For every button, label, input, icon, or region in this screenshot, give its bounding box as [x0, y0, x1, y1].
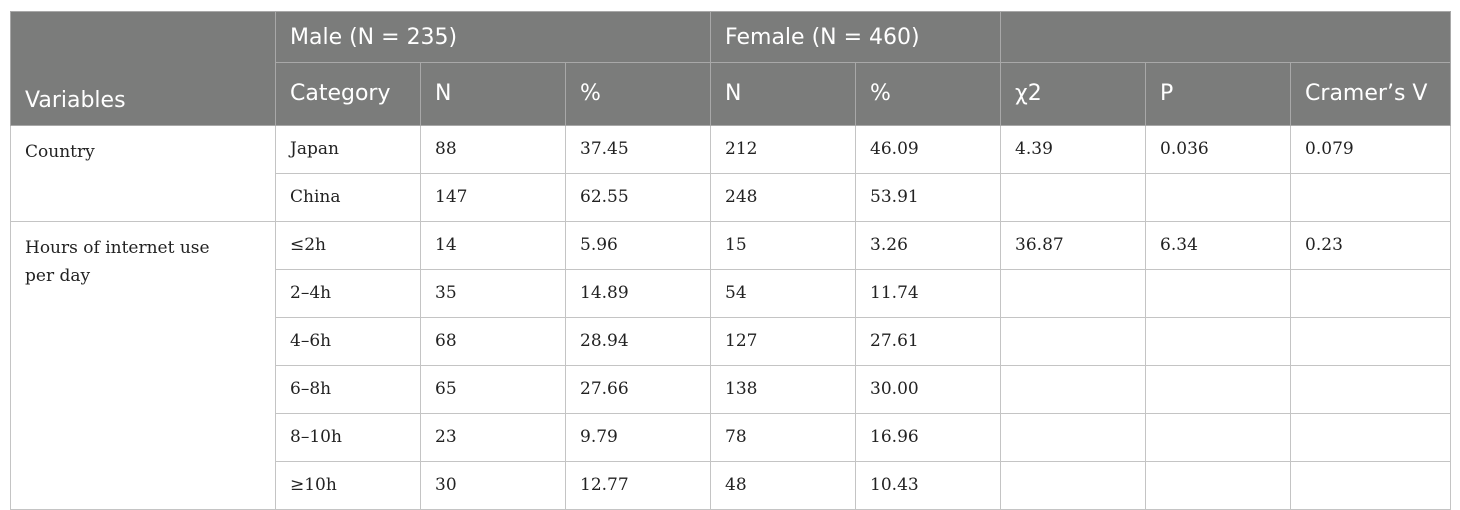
- p-cell: [1145, 412, 1292, 462]
- table-row: 6–8h 65 27.66 138 30.00: [11, 364, 1452, 414]
- female-pct-cell: 27.61: [855, 316, 1002, 366]
- header-row-bottom: Variables Category N % N % χ2 P Cramer’s…: [10, 62, 1452, 126]
- female-pct-cell: 3.26: [855, 220, 1002, 270]
- male-pct-cell: 62.55: [564, 172, 712, 222]
- table-row: 4–6h 68 28.94 127 27.61: [11, 316, 1452, 366]
- header-category: Category: [275, 62, 421, 126]
- chi2-cell: [1000, 316, 1147, 366]
- header-cramers-v: Cramer’s V: [1290, 62, 1452, 126]
- female-n-cell: 54: [710, 268, 857, 318]
- cramers-v-cell: [1290, 268, 1452, 318]
- female-pct-cell: 53.91: [855, 172, 1002, 222]
- table-body: Country Japan 88 37.45 212 46.09 4.39 0.…: [10, 124, 1452, 510]
- header-row-top: Male (N = 235) Female (N = 460): [10, 11, 1452, 63]
- p-cell: [1145, 460, 1292, 510]
- cramers-v-cell: 0.079: [1290, 124, 1452, 174]
- p-cell: [1145, 268, 1292, 318]
- chi2-cell: 4.39: [1000, 124, 1147, 174]
- table-row: Country Japan 88 37.45 212 46.09 4.39 0.…: [10, 124, 1452, 222]
- variable-label: Hours of internet use per day: [25, 237, 210, 286]
- male-n-cell: 147: [420, 172, 566, 222]
- variable-cell-internet-hours: Hours of internet use per day: [10, 220, 276, 510]
- female-pct-cell: 10.43: [855, 460, 1002, 510]
- male-n-cell: 35: [420, 268, 566, 318]
- table-row: Hours of internet use per day ≤2h 14 5.9…: [10, 220, 1452, 510]
- header-male-group: Male (N = 235): [274, 11, 712, 63]
- male-pct-cell: 28.94: [564, 316, 712, 366]
- chi2-cell: 36.87: [1000, 220, 1147, 270]
- female-n-cell: 78: [710, 412, 857, 462]
- header-blank-stats: [1000, 11, 1452, 63]
- header-variables: Variables: [10, 62, 276, 126]
- female-n-cell: 138: [710, 364, 857, 414]
- cramers-v-cell: [1290, 316, 1452, 366]
- chi2-cell: [1000, 268, 1147, 318]
- chi2-cell: [1000, 172, 1147, 222]
- cramers-v-cell: [1290, 412, 1452, 462]
- header-female-n: N: [710, 62, 857, 126]
- header-male-pct: %: [564, 62, 712, 126]
- male-pct-cell: 9.79: [564, 412, 712, 462]
- female-pct-cell: 11.74: [855, 268, 1002, 318]
- table-row: China 147 62.55 248 53.91: [11, 172, 1452, 222]
- cramers-v-cell: [1290, 172, 1452, 222]
- chi2-cell: [1000, 364, 1147, 414]
- variable-cell-country: Country: [10, 124, 276, 222]
- female-n-cell: 212: [710, 124, 857, 174]
- p-cell: 0.036: [1145, 124, 1292, 174]
- table-header: Male (N = 235) Female (N = 460) Variable…: [10, 11, 1452, 126]
- male-n-cell: 14: [420, 220, 566, 270]
- male-pct-cell: 37.45: [564, 124, 712, 174]
- female-n-cell: 248: [710, 172, 857, 222]
- p-cell: [1145, 172, 1292, 222]
- header-female-pct: %: [855, 62, 1002, 126]
- category-cell: 4–6h: [275, 316, 421, 366]
- cramers-v-cell: [1290, 364, 1452, 414]
- header-female-group: Female (N = 460): [710, 11, 1002, 63]
- header-male-n: N: [420, 62, 566, 126]
- chi2-cell: [1000, 460, 1147, 510]
- data-table: Male (N = 235) Female (N = 460) Variable…: [10, 11, 1452, 510]
- header-p: P: [1145, 62, 1292, 126]
- male-pct-cell: 14.89: [564, 268, 712, 318]
- p-cell: [1145, 316, 1292, 366]
- male-n-cell: 65: [420, 364, 566, 414]
- header-blank-variables: [10, 11, 276, 63]
- female-n-cell: 15: [710, 220, 857, 270]
- category-cell: 8–10h: [275, 412, 421, 462]
- header-chi2: χ2: [1000, 62, 1147, 126]
- male-pct-cell: 27.66: [564, 364, 712, 414]
- table-row: 2–4h 35 14.89 54 11.74: [11, 268, 1452, 318]
- chi2-cell: [1000, 412, 1147, 462]
- table-row: 8–10h 23 9.79 78 16.96: [11, 412, 1452, 462]
- category-cell: ≥10h: [275, 460, 421, 510]
- category-cell: China: [275, 172, 421, 222]
- male-pct-cell: 12.77: [564, 460, 712, 510]
- category-cell: Japan: [275, 124, 421, 174]
- category-cell: 2–4h: [275, 268, 421, 318]
- female-n-cell: 127: [710, 316, 857, 366]
- variable-label: Country: [25, 141, 95, 162]
- category-cell: 6–8h: [275, 364, 421, 414]
- male-n-cell: 88: [420, 124, 566, 174]
- cramers-v-cell: [1290, 460, 1452, 510]
- female-pct-cell: 30.00: [855, 364, 1002, 414]
- p-cell: 6.34: [1145, 220, 1292, 270]
- male-pct-cell: 5.96: [564, 220, 712, 270]
- female-pct-cell: 46.09: [855, 124, 1002, 174]
- male-n-cell: 23: [420, 412, 566, 462]
- p-cell: [1145, 364, 1292, 414]
- female-n-cell: 48: [710, 460, 857, 510]
- male-n-cell: 68: [420, 316, 566, 366]
- male-n-cell: 30: [420, 460, 566, 510]
- cramers-v-cell: 0.23: [1290, 220, 1452, 270]
- category-cell: ≤2h: [275, 220, 421, 270]
- female-pct-cell: 16.96: [855, 412, 1002, 462]
